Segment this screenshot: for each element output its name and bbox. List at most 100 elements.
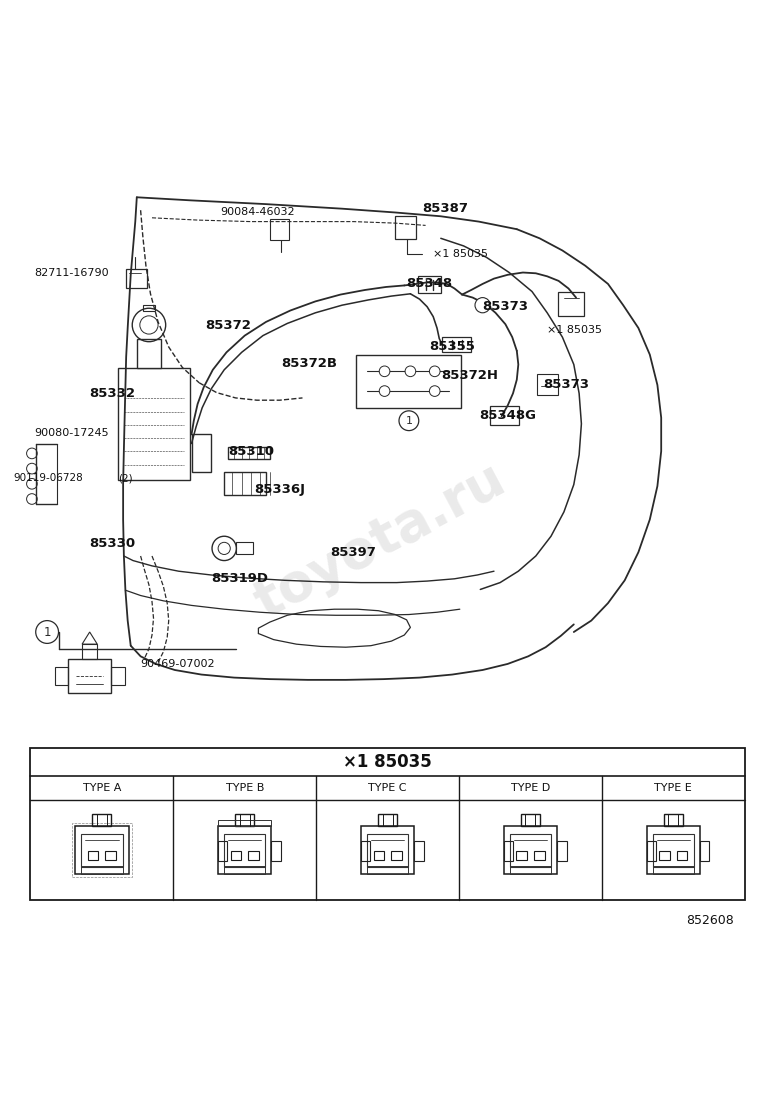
Bar [88, 851, 99, 861]
Text: 90080-17245: 90080-17245 [34, 428, 109, 438]
Text: 85332: 85332 [90, 387, 136, 400]
Bar [137, 339, 161, 368]
Bar [504, 842, 513, 862]
Bar [537, 374, 558, 395]
Circle shape [379, 366, 390, 377]
Bar [490, 406, 519, 425]
Bar [224, 866, 265, 874]
Text: 90469-07002: 90469-07002 [141, 659, 215, 669]
Bar [367, 866, 408, 874]
Bar [517, 851, 527, 861]
Text: 85372: 85372 [205, 319, 251, 332]
Bar [653, 834, 694, 867]
Bar [676, 851, 687, 861]
Circle shape [36, 620, 59, 644]
Text: 85310: 85310 [228, 446, 274, 458]
Text: TYPE B: TYPE B [226, 783, 264, 793]
Bar [521, 814, 540, 826]
Bar [75, 826, 128, 874]
Bar [118, 368, 190, 480]
Text: 1: 1 [43, 625, 51, 638]
Bar [271, 842, 281, 862]
Text: ×1 85035: ×1 85035 [433, 248, 488, 258]
Circle shape [429, 386, 440, 396]
Bar [367, 834, 408, 867]
Bar [356, 355, 461, 408]
Bar [374, 851, 385, 861]
Bar [71, 823, 132, 877]
Bar [391, 851, 401, 861]
Bar [664, 814, 682, 826]
Bar [236, 814, 254, 826]
Bar [224, 473, 266, 495]
Text: 85373: 85373 [483, 300, 529, 314]
Text: 85397: 85397 [331, 546, 376, 559]
Bar [236, 543, 253, 555]
Text: 90119-06728: 90119-06728 [14, 474, 84, 484]
Text: 1: 1 [405, 416, 413, 426]
Bar [81, 866, 122, 874]
Text: TYPE C: TYPE C [369, 783, 407, 793]
Text: 90084-46032: 90084-46032 [220, 208, 295, 218]
Bar [534, 851, 544, 861]
Text: 85348G: 85348G [479, 409, 536, 421]
Text: 85319D: 85319D [211, 573, 268, 585]
Text: 85372H: 85372H [441, 368, 498, 381]
Bar [111, 667, 125, 685]
Text: 85387: 85387 [422, 202, 468, 216]
Bar [218, 820, 271, 826]
Bar [442, 337, 471, 353]
Bar [82, 644, 97, 659]
Bar [557, 842, 567, 862]
Text: ×1 85035: ×1 85035 [547, 325, 602, 335]
Bar [248, 851, 258, 861]
Text: 85336J: 85336J [255, 484, 306, 496]
Bar [510, 834, 551, 867]
Circle shape [379, 386, 390, 396]
Bar [700, 842, 710, 862]
Bar [143, 305, 155, 311]
Bar [270, 219, 289, 240]
Bar [126, 269, 147, 288]
Bar [231, 851, 242, 861]
Circle shape [429, 366, 440, 377]
Text: TYPE D: TYPE D [511, 783, 550, 793]
Bar [653, 866, 694, 874]
Text: toyota.ru: toyota.ru [245, 453, 515, 628]
Bar [660, 851, 670, 861]
Text: 85330: 85330 [90, 537, 136, 550]
Text: TYPE A: TYPE A [83, 783, 121, 793]
Bar [414, 842, 424, 862]
Bar [395, 216, 416, 239]
Bar [218, 842, 227, 862]
Bar [647, 826, 700, 874]
Text: 85373: 85373 [543, 378, 590, 390]
Bar [224, 834, 265, 867]
Circle shape [399, 410, 419, 430]
Bar [228, 447, 270, 459]
Bar [55, 667, 68, 685]
Bar [218, 826, 271, 874]
Bar [418, 276, 441, 294]
Bar [504, 826, 557, 874]
Text: ×1 85035: ×1 85035 [344, 753, 432, 771]
Text: 85348: 85348 [407, 277, 453, 290]
Bar [558, 291, 584, 316]
Circle shape [405, 366, 416, 377]
Bar [81, 834, 122, 867]
Text: TYPE E: TYPE E [654, 783, 692, 793]
Bar [361, 842, 370, 862]
Text: (2): (2) [118, 474, 132, 484]
Bar [361, 826, 414, 874]
Text: 85355: 85355 [429, 340, 475, 354]
Bar [378, 814, 397, 826]
Bar [30, 747, 745, 900]
Bar [647, 842, 656, 862]
Circle shape [475, 298, 490, 312]
Bar [93, 814, 111, 826]
Bar [510, 866, 551, 874]
Text: 82711-16790: 82711-16790 [34, 268, 109, 278]
Bar [68, 659, 111, 693]
Text: 852608: 852608 [686, 914, 733, 927]
Text: 85372B: 85372B [281, 357, 337, 370]
